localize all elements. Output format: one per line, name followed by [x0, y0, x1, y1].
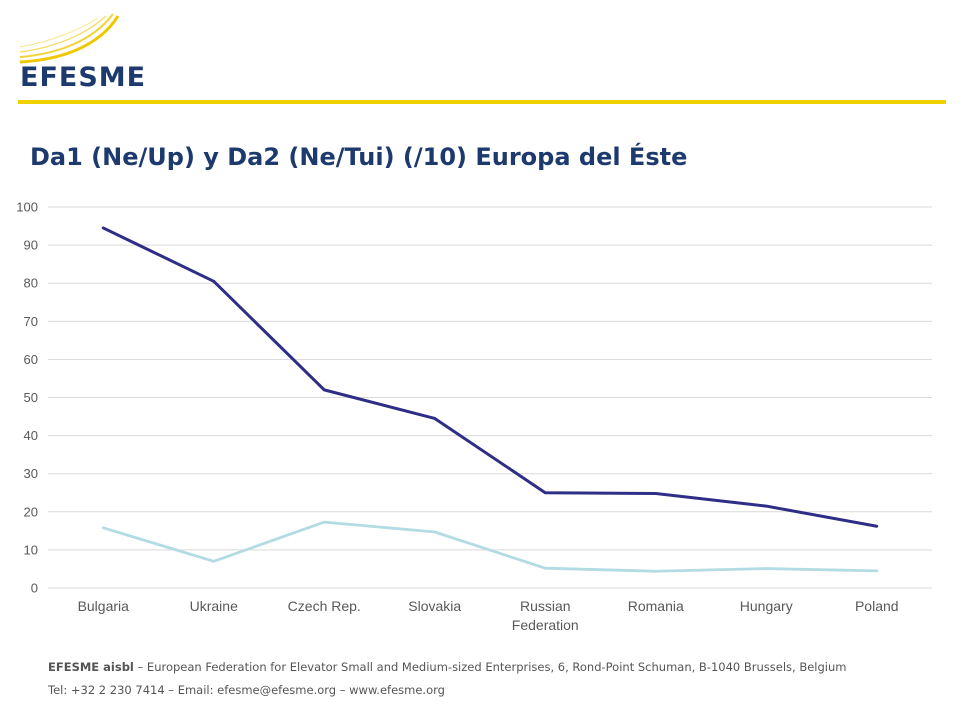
- y-tick-label-30: 30: [24, 466, 38, 481]
- x-tick-label-5: Romania: [628, 598, 684, 614]
- header-rule: [18, 100, 946, 104]
- y-tick-label-60: 60: [24, 352, 38, 367]
- slide-title: Da1 (Ne/Up) y Da2 (Ne/Tui) (/10) Europa …: [30, 143, 688, 171]
- x-tick-label-0: Bulgaria: [78, 598, 130, 614]
- series-2-point-1: [212, 560, 215, 563]
- series-2-point-2: [323, 521, 326, 523]
- x-tick-label-1: Ukraine: [190, 598, 238, 614]
- efesme-logo: EFESME: [18, 10, 158, 93]
- series-1-point-3: [433, 417, 436, 420]
- series-2-point-5: [654, 570, 657, 573]
- series-line-2: [101, 520, 879, 573]
- footer-org-name: EFESME aisbl: [48, 660, 134, 674]
- y-tick-label-50: 50: [24, 390, 38, 405]
- x-tick-label-4-1: Federation: [512, 617, 579, 633]
- footer-org-line: – European Federation for Elevator Small…: [133, 660, 847, 674]
- series-line-1: [101, 226, 879, 528]
- logo-text: EFESME: [20, 62, 147, 93]
- y-tick-label-0: 0: [31, 581, 38, 596]
- series-1-point-0: [102, 227, 105, 229]
- series-1-point-1: [212, 280, 215, 283]
- x-tick-label-3: Slovakia: [408, 598, 461, 614]
- footer-org: EFESME aisbl – European Federation for E…: [48, 660, 846, 674]
- line-chart: 0 10 20 30 40 50 60 70 80 90 100 Bulgaria Ukraine Cze…: [16, 200, 932, 633]
- series-1-point-5: [654, 492, 657, 495]
- x-tick-label-7: Poland: [855, 598, 899, 614]
- x-tick-label-2: Czech Rep.: [288, 598, 361, 614]
- y-tick-label-100: 100: [16, 200, 38, 215]
- y-tick-label-70: 70: [24, 314, 38, 329]
- series-2-point-7: [875, 570, 878, 572]
- y-tick-label-90: 90: [24, 238, 38, 253]
- series-1-point-2: [323, 389, 326, 391]
- series-2-point-6: [765, 567, 768, 570]
- series-1-point-4: [544, 491, 547, 494]
- x-tick-label-4-0: Russian: [520, 598, 571, 614]
- series-2-point-0: [102, 527, 105, 529]
- series-2-point-4: [544, 567, 547, 569]
- series-1-point-6: [765, 505, 768, 507]
- series-1-point-7: [875, 525, 878, 528]
- logo-arc-icon: [19, 13, 120, 64]
- y-tick-label-20: 20: [24, 504, 38, 519]
- footer-contact: Tel: +32 2 230 7414 – Email: efesme@efes…: [48, 683, 445, 697]
- x-tick-label-6: Hungary: [740, 598, 793, 614]
- series-2-point-3: [433, 531, 436, 533]
- y-tick-label-10: 10: [24, 542, 38, 557]
- y-tick-label-80: 80: [24, 276, 38, 291]
- y-tick-label-40: 40: [24, 428, 38, 443]
